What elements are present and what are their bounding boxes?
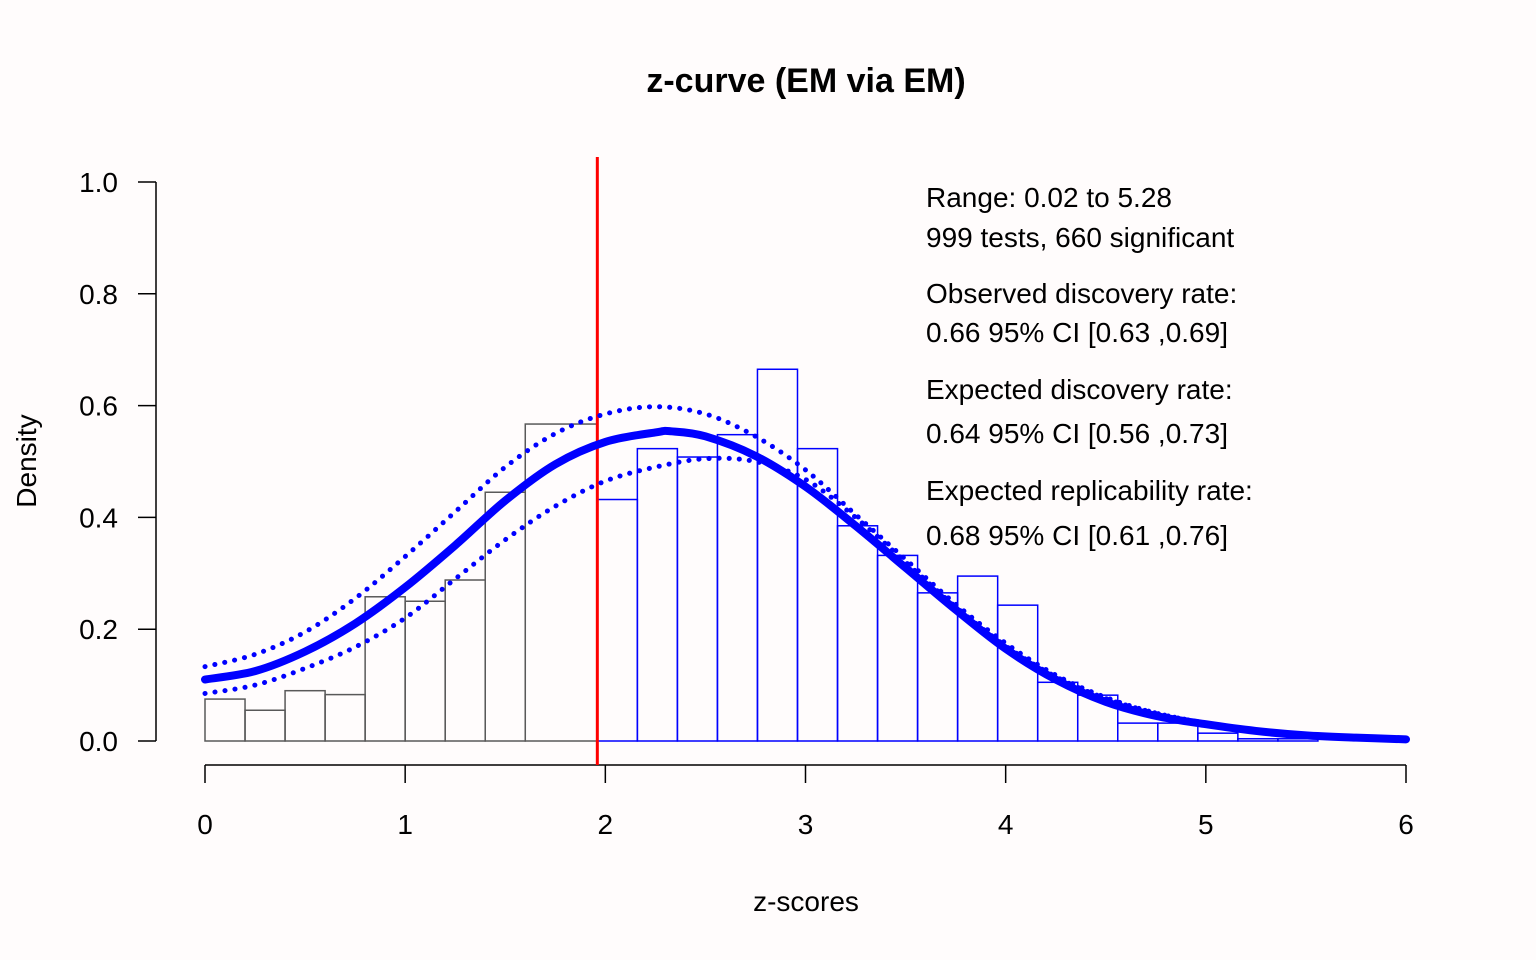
bar-significant-15	[1197, 732, 1239, 742]
bar-nonsignificant-2	[284, 689, 326, 742]
annotation-tests: 999 tests, 660 significant	[926, 222, 1234, 253]
bar-significant-8	[916, 592, 959, 742]
annotation-odr-label: Observed discovery rate:	[926, 278, 1237, 309]
bar-nonsignificant-6	[444, 579, 486, 742]
bar-significant-16	[1237, 738, 1279, 742]
x-tick-label-1: 1	[397, 809, 413, 840]
annotation-err-value: 0.68 95% CI [0.61 ,0.76]	[926, 520, 1228, 551]
annotation-block: Range: 0.02 to 5.28 999 tests, 660 signi…	[926, 182, 1253, 551]
y-tick-label-3: 0.6	[79, 391, 118, 422]
bar-significant-13	[1117, 722, 1159, 742]
bar-nonsignificant-4	[364, 596, 406, 742]
annotation-err-label: Expected replicability rate:	[926, 475, 1253, 506]
ci-bound-curve-2	[202, 455, 1409, 742]
bar-significant-0	[596, 498, 639, 742]
bar-significant-10	[996, 604, 1039, 742]
bar-nonsignificant-7	[484, 491, 527, 742]
bar-nonsignificant-8	[524, 423, 599, 742]
y-tick-label-4: 0.8	[79, 279, 118, 310]
x-tick-label-3: 3	[798, 809, 814, 840]
y-axis-label: Density	[11, 414, 42, 507]
x-axis-label: z-scores	[753, 886, 859, 917]
bar-nonsignificant-1	[244, 709, 286, 742]
x-tick-label-0: 0	[197, 809, 213, 840]
bar-significant-3	[716, 433, 759, 742]
bar-significant-9	[956, 575, 999, 742]
x-tick-label-2: 2	[598, 809, 614, 840]
x-tick-label-4: 4	[998, 809, 1014, 840]
x-tick-label-5: 5	[1198, 809, 1214, 840]
density-curves	[201, 404, 1410, 744]
bar-nonsignificant-5	[404, 600, 446, 742]
axes: 0.0 0.2 0.4 0.6 0.8 1.0 0 1 2 3 4 5 6	[79, 167, 1414, 840]
bar-significant-4	[756, 368, 799, 742]
y-tick-label-5: 1.0	[79, 167, 118, 198]
y-tick-label-2: 0.4	[79, 502, 118, 533]
bar-significant-6	[836, 525, 879, 742]
chart-title: z-curve (EM via EM)	[646, 62, 965, 100]
x-tick-label-6: 6	[1398, 809, 1414, 840]
annotation-range: Range: 0.02 to 5.28	[926, 182, 1172, 213]
bar-significant-2	[676, 456, 719, 742]
bar-significant-1	[636, 447, 679, 742]
bar-nonsignificant-0	[204, 698, 246, 742]
annotation-edr-label: Expected discovery rate:	[926, 374, 1233, 405]
annotation-odr-value: 0.66 95% CI [0.63 ,0.69]	[926, 317, 1228, 348]
annotation-edr-value: 0.64 95% CI [0.56 ,0.73]	[926, 418, 1228, 449]
bar-nonsignificant-3	[324, 693, 366, 742]
bar-significant-7	[876, 554, 919, 742]
y-tick-label-1: 0.2	[79, 614, 118, 645]
ci-bound-curve-1	[202, 404, 1409, 742]
y-tick-label-0: 0.0	[79, 726, 118, 757]
